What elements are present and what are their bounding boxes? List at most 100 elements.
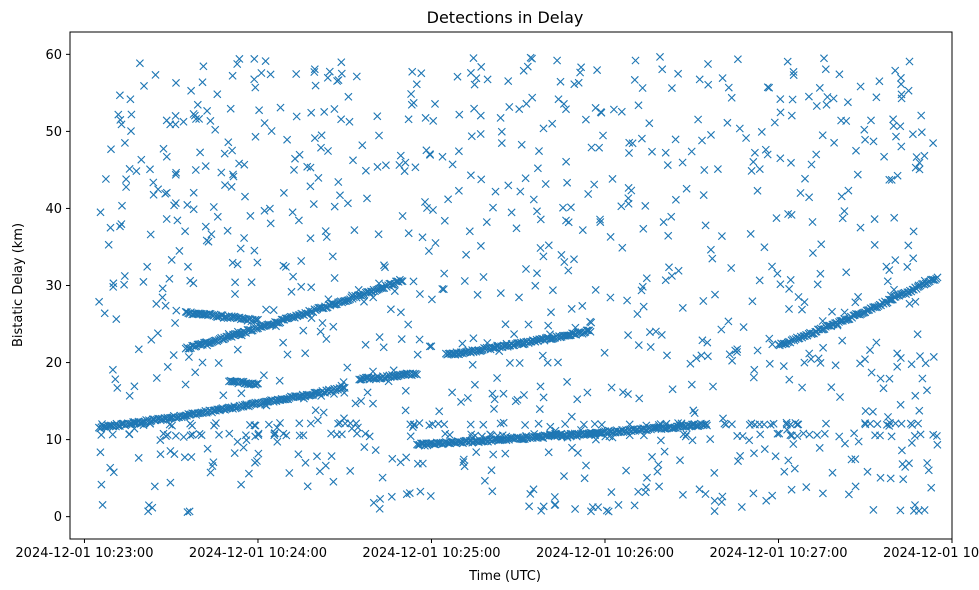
detection-point [863,467,872,476]
detection-point [400,167,409,176]
detection-point [722,420,730,429]
detection-point [700,166,709,174]
detection-point [534,419,543,428]
detection-point [555,332,564,341]
detection-point [337,69,346,78]
detection-point [237,480,246,489]
detection-point [516,187,525,196]
detection-point [560,472,568,481]
detection-point [183,200,192,209]
detection-point [695,75,704,84]
detection-point [536,382,545,391]
detection-point [638,84,647,92]
detection-point [604,426,613,435]
detection-point [228,146,237,155]
detection-point [884,413,892,421]
detection-point [421,113,430,122]
detection-point [624,331,633,340]
detection-point [602,506,611,515]
detection-point [502,436,511,445]
detection-point [369,293,378,302]
detection-point [515,359,524,367]
detection-point [225,429,234,438]
detection-point [893,349,902,358]
detection-point [162,432,170,441]
detection-point [837,192,846,201]
detection-point [290,165,298,174]
detection-point [424,247,433,255]
detection-point [786,420,795,429]
detection-point [776,95,785,104]
detection-point [890,285,898,294]
detection-point [690,409,699,417]
detection-point [251,421,260,430]
detection-point [534,431,543,440]
detection-point [337,58,346,67]
detection-point [746,229,755,238]
detection-point [633,310,642,318]
detection-point [682,184,691,193]
detection-point [407,90,416,98]
detection-point [698,136,706,145]
detection-point [929,352,938,361]
detection-point [886,291,895,300]
detection-point [466,171,475,180]
detection-point [750,148,759,157]
detection-point [800,358,809,367]
detection-point [703,352,712,361]
detection-point [454,147,463,156]
detection-point [711,290,719,299]
detection-point [756,430,765,439]
detection-point [586,317,595,326]
detection-point [851,482,860,491]
detection-point [325,67,334,76]
detection-point [828,307,836,316]
detection-point [472,448,481,457]
detection-point [252,457,261,465]
detection-point [337,115,346,124]
detection-point [470,80,479,89]
detection-point [407,100,416,109]
detection-point [409,277,418,286]
detection-point [488,487,497,496]
detection-point [98,500,107,509]
detection-point [787,111,796,120]
detection-point [285,469,294,477]
detection-point [662,419,671,428]
detection-point [476,111,485,120]
detection-point [512,224,521,233]
detection-point [535,405,544,414]
detection-point [897,80,906,89]
detection-point [470,380,479,389]
detection-point [606,293,615,302]
detection-point [814,354,823,363]
detection-point [247,278,256,287]
detection-point [524,320,533,329]
detection-point [191,166,200,174]
detection-point [899,475,908,484]
detection-point [480,476,489,485]
detection-point [783,425,792,434]
y-axis-label: Bistatic Delay (km) [11,223,26,347]
detection-point [698,336,707,345]
detection-point [272,322,280,331]
detection-point [216,405,225,414]
detection-point [580,474,589,483]
detection-point [522,99,531,108]
detection-point [282,314,291,323]
detection-point [460,348,469,357]
detection-point [179,117,188,126]
detection-point [753,186,762,195]
detection-point [745,436,754,445]
detection-point [749,373,758,382]
detection-point [551,426,560,435]
detection-point [914,281,923,290]
detection-point [451,350,460,359]
detection-point [127,110,136,119]
detection-point [373,112,382,121]
detection-point [306,234,315,243]
x-tick-label-5: 2024-12-01 10:28:00 [883,546,979,561]
detection-point [873,420,882,429]
detection-point [381,263,389,272]
detection-point [885,374,894,383]
